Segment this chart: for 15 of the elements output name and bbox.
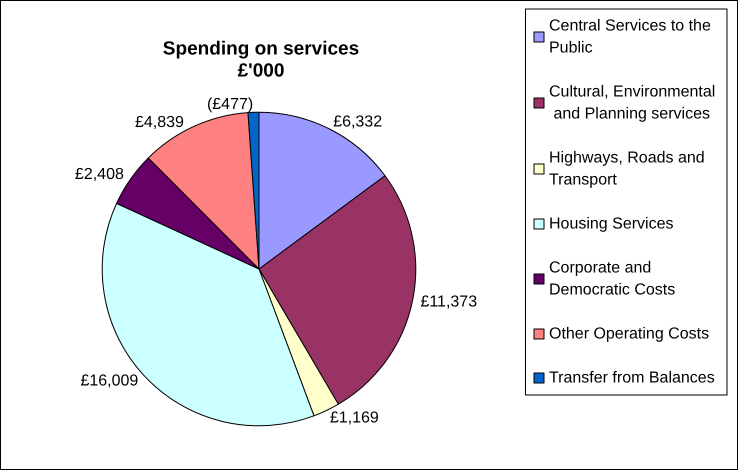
data-label: £1,169: [330, 409, 379, 426]
legend-label: Cultural, Environmental and Planning services: [549, 84, 716, 122]
data-label: (£477): [206, 96, 254, 113]
legend-label: Central Services to the Public: [549, 18, 716, 56]
data-label: £6,332: [333, 113, 382, 130]
data-label: £2,408: [74, 166, 124, 184]
data-label: £16,009: [80, 372, 138, 390]
data-label: £4,839: [134, 114, 184, 131]
legend-label: Other Operating Costs: [549, 326, 710, 342]
legend-label: Corporate and Democratic Costs: [549, 260, 676, 298]
legend-label: Highways, Roads and Transport: [549, 150, 710, 188]
legend-label: Housing Services: [549, 216, 674, 232]
legend-label: Transfer from Balances: [549, 370, 715, 386]
data-label: £11,373: [420, 293, 478, 310]
text: Spending on services £'000: [162, 38, 360, 82]
